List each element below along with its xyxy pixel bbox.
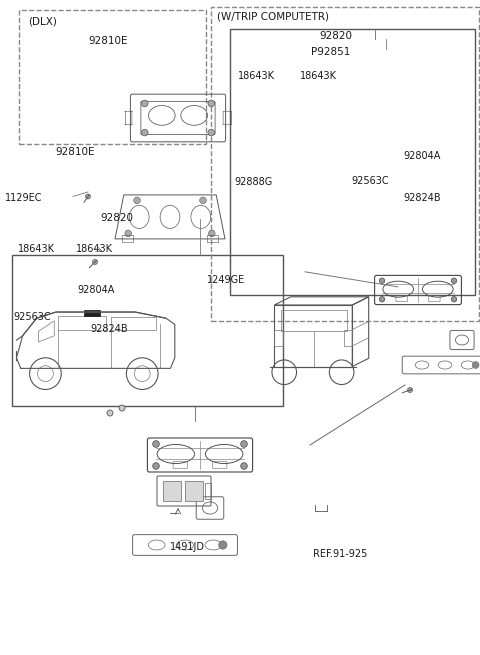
Circle shape <box>200 197 206 204</box>
Circle shape <box>153 462 159 469</box>
Text: 1129EC: 1129EC <box>5 193 42 203</box>
Text: 92563C: 92563C <box>351 176 389 185</box>
Text: (W/TRIP COMPUTETR): (W/TRIP COMPUTETR) <box>217 12 329 22</box>
Circle shape <box>125 230 132 236</box>
Bar <box>121 234 132 242</box>
Circle shape <box>379 297 384 302</box>
Circle shape <box>208 100 215 107</box>
Circle shape <box>134 197 140 204</box>
Text: 92824B: 92824B <box>403 193 441 203</box>
Circle shape <box>142 129 148 136</box>
Bar <box>230 29 475 295</box>
Circle shape <box>240 462 247 469</box>
Text: 1491JD: 1491JD <box>170 542 205 552</box>
Text: 92888G: 92888G <box>234 177 273 187</box>
Text: 18643K: 18643K <box>18 244 55 254</box>
Circle shape <box>119 405 125 411</box>
Text: REF.91-925: REF.91-925 <box>313 549 367 559</box>
Circle shape <box>472 362 479 368</box>
Bar <box>163 481 181 501</box>
Bar <box>275 329 283 346</box>
Circle shape <box>451 297 456 302</box>
Text: 92810E: 92810E <box>55 147 95 157</box>
Text: 18643K: 18643K <box>238 71 275 81</box>
Text: 18643K: 18643K <box>300 71 337 81</box>
Circle shape <box>107 410 113 416</box>
Text: 92810E: 92810E <box>89 36 128 46</box>
Circle shape <box>451 278 456 284</box>
Text: 92820: 92820 <box>101 213 134 223</box>
Text: 1249GE: 1249GE <box>207 275 246 285</box>
Circle shape <box>218 541 227 549</box>
Circle shape <box>93 259 97 265</box>
Circle shape <box>379 278 384 284</box>
Circle shape <box>240 441 247 447</box>
Bar <box>12 255 283 406</box>
Bar <box>205 483 211 499</box>
Circle shape <box>153 441 159 447</box>
Circle shape <box>85 194 91 199</box>
Text: 92563C: 92563C <box>13 312 51 322</box>
Bar <box>275 305 352 367</box>
Circle shape <box>208 230 215 236</box>
Circle shape <box>208 129 215 136</box>
Text: 92820: 92820 <box>319 31 352 41</box>
Text: P92851: P92851 <box>311 47 350 57</box>
Bar <box>211 7 479 321</box>
Bar <box>344 329 352 346</box>
Circle shape <box>408 388 412 392</box>
Bar <box>19 10 206 144</box>
Circle shape <box>142 100 148 107</box>
Bar <box>84 310 100 316</box>
Text: 92824B: 92824B <box>90 324 128 334</box>
Bar <box>281 310 347 331</box>
Text: 92804A: 92804A <box>78 285 115 295</box>
Text: (DLX): (DLX) <box>28 16 57 26</box>
Text: 18643K: 18643K <box>76 244 113 254</box>
Bar <box>110 317 156 329</box>
Bar <box>58 316 106 329</box>
Bar <box>185 481 203 501</box>
Text: 92804A: 92804A <box>403 151 441 160</box>
Bar <box>207 234 218 242</box>
